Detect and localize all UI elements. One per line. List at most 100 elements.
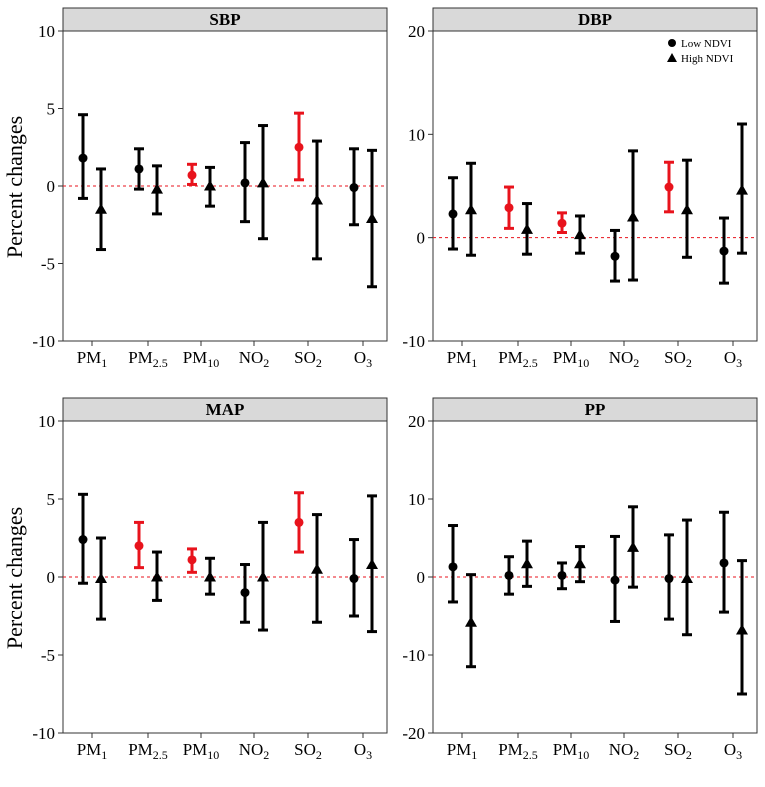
legend-circle-icon [668,39,676,47]
y-tick-label: 5 [47,490,56,509]
point-low-ndvi [349,574,359,584]
point-high-ndvi [204,571,216,582]
x-tick-label: PM1 [77,348,108,370]
legend-label: Low NDVI [681,38,732,50]
y-tick-label: 0 [417,568,426,587]
point-high-ndvi [151,571,163,582]
point-low-ndvi [719,558,729,568]
y-tick-label: -10 [402,646,425,665]
x-tick-label: SO2 [664,348,692,370]
y-tick-label: -5 [41,255,55,274]
x-tick-label: O3 [354,740,372,762]
point-high-ndvi [574,557,586,569]
point-low-ndvi [78,153,88,163]
point-high-ndvi [311,563,323,574]
y-tick-label: -10 [32,724,55,743]
y-axis-label-top: Percent changes [2,116,27,258]
x-tick-label: PM2.5 [128,348,168,370]
point-high-ndvi [627,211,639,222]
point-low-ndvi [187,170,197,180]
x-tick-label: PM2.5 [128,740,168,762]
plot-area-dbp [432,30,758,342]
panel-title-pp: PP [585,400,606,419]
x-tick-label: PM1 [447,740,478,762]
x-tick-label: O3 [354,348,372,370]
point-low-ndvi [134,541,144,551]
point-low-ndvi [504,203,514,213]
point-low-ndvi [610,251,620,261]
point-high-ndvi [95,572,107,584]
x-tick-label: SO2 [294,740,322,762]
point-low-ndvi [240,178,250,188]
x-tick-label: PM10 [183,348,220,370]
point-high-ndvi [736,624,748,635]
panel-title-sbp: SBP [209,10,240,29]
point-low-ndvi [719,246,729,256]
x-tick-label: O3 [724,348,742,370]
point-low-ndvi [504,570,514,580]
point-high-ndvi [627,541,639,552]
point-high-ndvi [366,558,378,570]
x-tick-label: PM10 [183,740,220,762]
x-tick-label: PM10 [553,740,590,762]
y-axis-label-bottom: Percent changes [2,507,27,649]
point-low-ndvi [78,535,88,545]
x-tick-label: PM2.5 [498,740,538,762]
point-high-ndvi [311,193,323,205]
y-tick-label: -5 [41,646,55,665]
point-high-ndvi [521,557,533,569]
panel-title-dbp: DBP [578,10,612,29]
point-high-ndvi [521,223,533,234]
point-high-ndvi [366,212,378,224]
point-low-ndvi [664,574,674,584]
x-tick-label: NO2 [609,348,640,370]
point-high-ndvi [257,571,269,582]
point-high-ndvi [257,176,269,188]
x-tick-label: PM1 [447,348,478,370]
x-tick-label: PM1 [77,740,108,762]
x-tick-label: NO2 [239,740,270,762]
legend-triangle-icon [667,53,677,62]
panels: SBP -10 -5 0 5 10 PM1 PM2.5 PM10 NO2 SO2 O3 DBP -10 0 1… [32,7,758,762]
point-low-ndvi [240,588,250,598]
point-low-ndvi [187,555,197,565]
point-high-ndvi [574,228,586,240]
point-low-ndvi [610,575,620,585]
point-low-ndvi [294,142,304,152]
y-tick-label: -20 [402,724,425,743]
x-tick-label: NO2 [239,348,270,370]
panel-dbp: DBP -10 0 10 20 PM1 PM2.5 PM10 NO2 SO2 O3 Low NDVI H… [402,7,758,370]
point-low-ndvi [557,570,567,580]
y-tick-label: 0 [417,229,426,248]
point-high-ndvi [465,203,477,215]
x-tick-label: NO2 [609,740,640,762]
panel-pp: PP -20 -10 0 10 20 PM1 PM2.5 PM10 NO2 SO2 O3 [402,397,758,762]
point-high-ndvi [681,203,693,215]
point-high-ndvi [736,184,748,195]
x-tick-label: PM10 [553,348,590,370]
panel-map: MAP -10 -5 0 5 10 PM1 PM2.5 PM10 NO2 SO2 O3 [32,397,388,762]
y-tick-label: -10 [402,332,425,351]
point-low-ndvi [349,183,359,193]
x-tick-label: O3 [724,740,742,762]
panel-sbp: SBP -10 -5 0 5 10 PM1 PM2.5 PM10 NO2 SO2 O3 [32,7,388,370]
panel-title-map: MAP [206,400,245,419]
point-high-ndvi [465,616,477,627]
x-tick-label: SO2 [294,348,322,370]
x-tick-label: PM2.5 [498,348,538,370]
point-low-ndvi [294,517,304,527]
y-tick-label: -10 [32,332,55,351]
y-tick-label: 5 [47,100,56,119]
point-high-ndvi [151,183,163,194]
y-tick-label: 10 [38,412,55,431]
point-low-ndvi [557,218,567,228]
y-tick-label: 20 [408,412,425,431]
point-low-ndvi [448,562,458,572]
x-tick-label: SO2 [664,740,692,762]
legend: Low NDVI High NDVI [667,38,734,65]
point-low-ndvi [664,182,674,192]
legend-label: High NDVI [681,53,734,65]
point-low-ndvi [448,209,458,219]
y-tick-label: 10 [38,22,55,41]
